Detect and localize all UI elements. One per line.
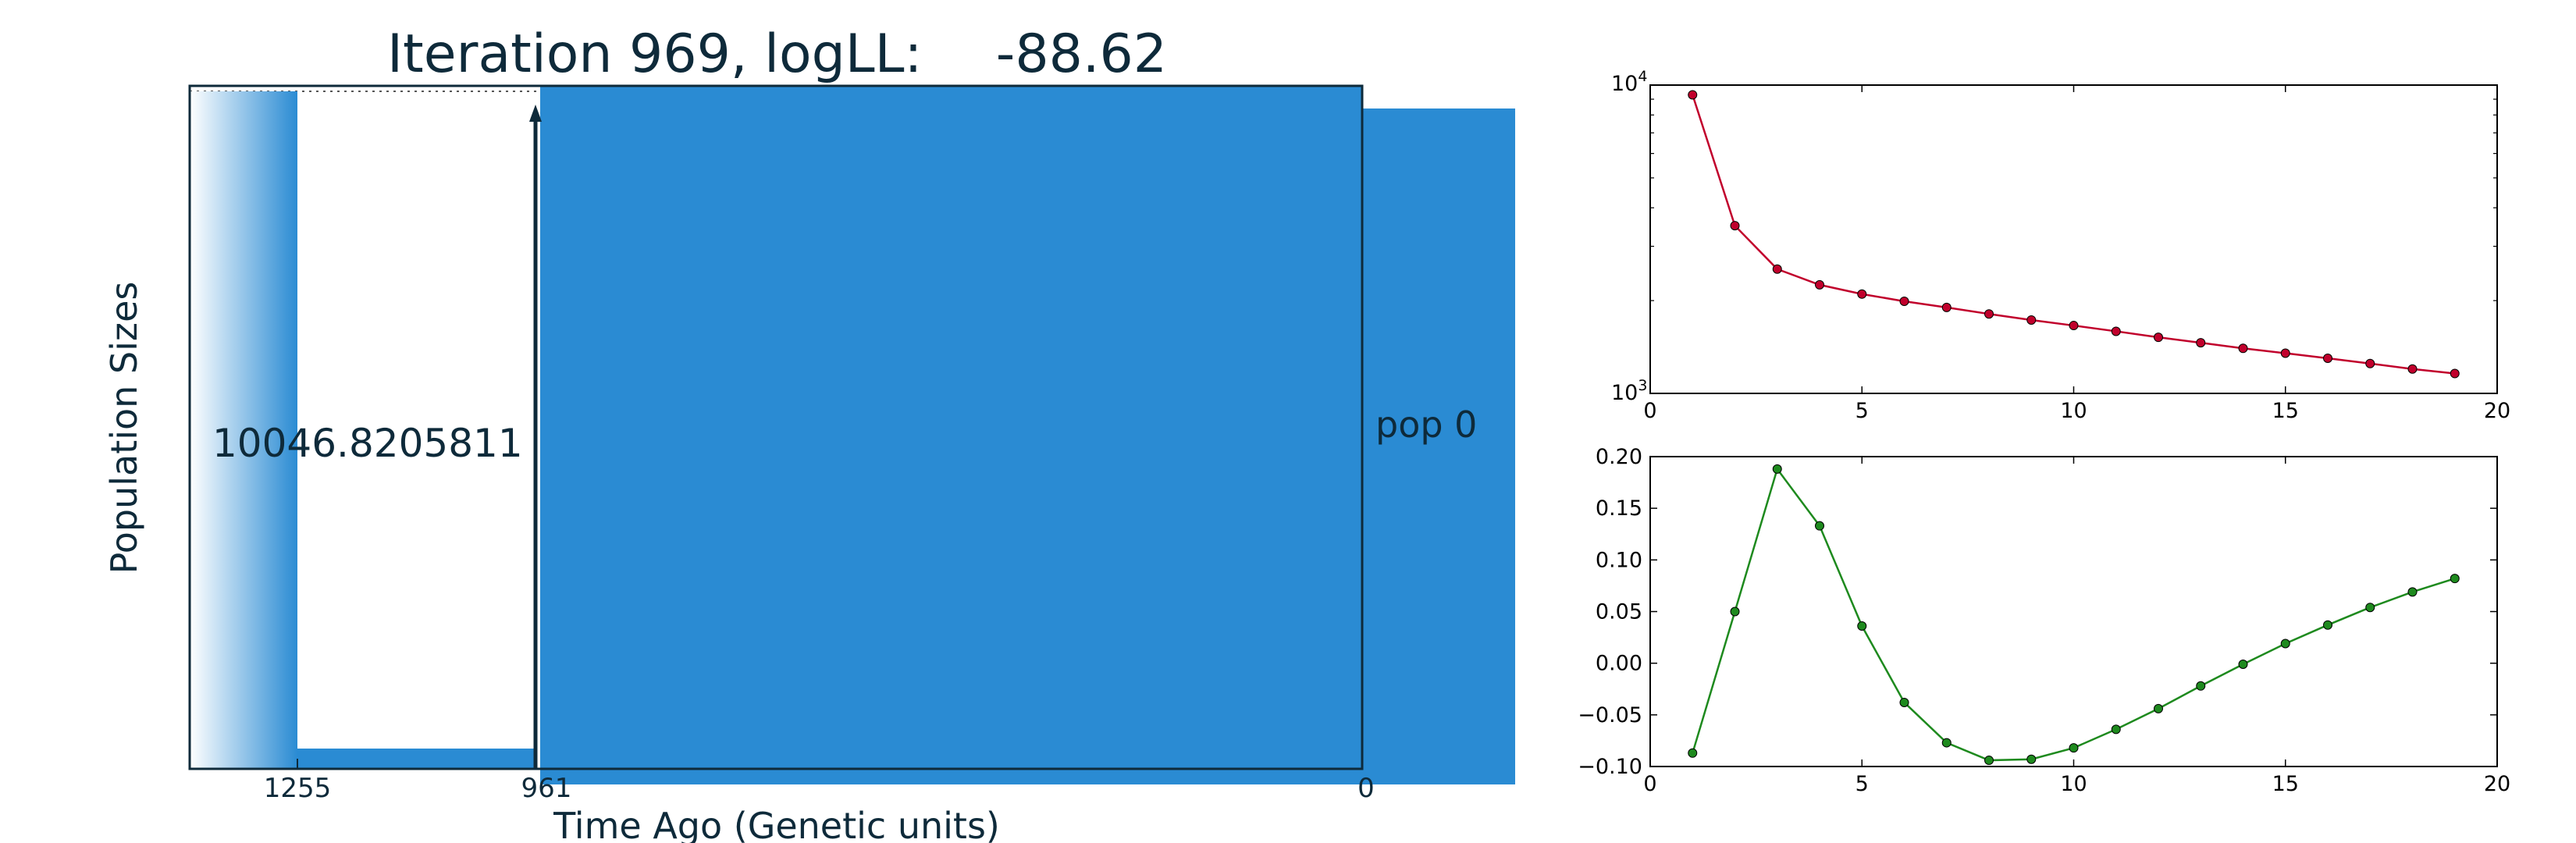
data-point	[1984, 309, 1994, 319]
data-point	[2196, 338, 2206, 348]
size-change-arrowhead	[529, 105, 542, 122]
x-tick-label: 10	[2060, 399, 2087, 423]
data-point	[2196, 681, 2206, 691]
plot-frame	[188, 84, 1364, 770]
data-point	[1941, 738, 1952, 748]
y-tick-label: 0.05	[1596, 600, 1642, 624]
data-point	[2069, 321, 2079, 331]
population-label: pop 0	[1375, 404, 1477, 446]
y-tick-label-top: 104	[1611, 68, 1647, 96]
data-point	[2450, 574, 2460, 584]
chart-title-value: -88.62	[996, 23, 1167, 85]
y-tick-label: −0.05	[1578, 703, 1642, 727]
chart-title: Iteration 969, logLL:	[387, 23, 922, 85]
plot-frame	[1649, 84, 2498, 394]
x-tick-label: 0	[1643, 399, 1656, 423]
data-point	[2154, 703, 2163, 713]
data-point	[1984, 756, 1994, 766]
x-tick-label: 15	[2272, 772, 2299, 796]
demography-panel: Iteration 969, logLL: -88.62 10046.82058…	[103, 23, 1515, 843]
data-point	[2280, 348, 2290, 358]
x-tick-label: 961	[521, 773, 572, 804]
data-point	[1815, 521, 1824, 531]
x-tick-label: 5	[1856, 772, 1869, 796]
data-point	[1688, 90, 1698, 100]
data-point	[1899, 296, 1909, 306]
size-trace-chart: 104 103 0 5 10 15 20	[1611, 68, 2510, 423]
epoch-bar-ancient	[297, 749, 535, 769]
data-point	[2323, 353, 2332, 363]
data-point	[2154, 333, 2163, 343]
data-point	[1857, 289, 1867, 299]
epoch-bar-extension	[1362, 108, 1515, 784]
x-tick-label: 1255	[264, 773, 332, 804]
population-size-annotation: 10046.8205811	[212, 421, 523, 466]
data-point	[2280, 638, 2290, 649]
data-point	[1730, 606, 1740, 617]
data-point	[2069, 743, 2079, 753]
epoch-bar-recent	[540, 86, 1362, 784]
x-tick-label: 20	[2484, 772, 2510, 796]
x-tick-label: 10	[2060, 772, 2087, 796]
x-tick-label: 0	[1357, 773, 1375, 804]
data-point	[2026, 754, 2037, 764]
data-point	[2323, 620, 2332, 630]
data-point	[1941, 302, 1952, 312]
size-series-line	[1692, 94, 2455, 375]
ancestral-fade-bar	[190, 91, 297, 769]
y-tick-label: 0.00	[1596, 652, 1642, 676]
data-point	[2407, 364, 2418, 374]
x-tick-label: 5	[1856, 399, 1869, 423]
data-point	[1772, 464, 1782, 474]
tick-labels: 104 103 0 5 10 15 20	[1611, 68, 2510, 423]
data-point	[1688, 748, 1698, 758]
data-point	[2111, 724, 2121, 735]
data-point	[2450, 368, 2460, 379]
data-point	[1772, 264, 1782, 274]
x-axis-label: Time Ago (Genetic units)	[553, 805, 1000, 843]
data-point	[2407, 587, 2418, 597]
axis-ticks	[1649, 456, 2498, 767]
data-point	[1815, 279, 1824, 290]
y-axis-label: Population Sizes	[103, 282, 145, 574]
rate-trace-chart: 0 5 10 15 20 −0.10 −0.05 0.00 0.05 0.10 0.15 0.20	[1578, 445, 2510, 796]
data-point	[2238, 659, 2248, 669]
data-point	[2365, 358, 2375, 368]
x-tick-label: 20	[2484, 399, 2510, 423]
y-tick-label: −0.10	[1578, 755, 1642, 779]
rate-series-points	[1688, 464, 2460, 766]
x-tick-label: 15	[2272, 399, 2299, 423]
y-tick-label: 0.10	[1596, 548, 1642, 572]
data-point	[1899, 697, 1909, 707]
data-point	[2111, 326, 2121, 336]
size-series-points	[1688, 90, 2460, 379]
tick-labels: 0 5 10 15 20 −0.10 −0.05 0.00 0.05 0.10 0.15 0.20	[1578, 445, 2510, 796]
axis-ticks	[1649, 84, 2498, 394]
y-tick-label: 0.15	[1596, 496, 1642, 521]
y-tick-label-bottom: 103	[1611, 377, 1647, 405]
data-point	[1730, 221, 1740, 231]
rate-series-line	[1692, 467, 2456, 762]
x-tick-label: 0	[1643, 772, 1656, 796]
data-point	[2026, 315, 2037, 325]
data-point	[1857, 621, 1867, 631]
y-tick-label: 0.20	[1596, 445, 1642, 469]
data-point	[2238, 343, 2248, 354]
data-point	[2365, 603, 2375, 613]
